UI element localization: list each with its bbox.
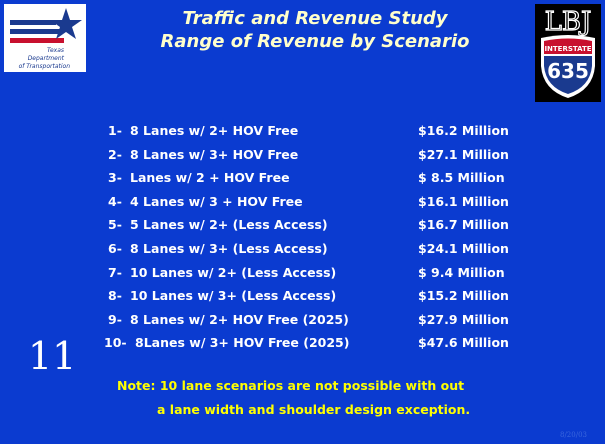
scenario-number: 4- <box>108 193 122 209</box>
note-line: a lane width and shoulder design excepti… <box>157 402 471 417</box>
scenario-revenue: $15.2 Million <box>418 288 509 304</box>
scenario-revenue: $ 9.4 Million <box>418 264 505 280</box>
scenario-number: 5- <box>108 217 122 233</box>
scenario-revenue: $27.1 Million <box>418 146 509 162</box>
shield-top <box>544 38 592 54</box>
logo-text: of Transportation <box>19 63 71 70</box>
scenario-number: 2- <box>108 146 122 162</box>
scenario-label: 8 Lanes w/ 2+ HOV Free (2025) <box>130 311 349 327</box>
scenario-revenue: $47.6 Million <box>418 335 509 351</box>
title-line: Traffic and Revenue Study <box>182 8 448 29</box>
scenario-label: 8Lanes w/ 3+ HOV Free (2025) <box>135 335 350 351</box>
scenario-number: 6- <box>108 241 122 256</box>
txdot-logo: Texas Department of Transportation <box>4 4 86 72</box>
scenario-label: 5 Lanes w/ 2+ (Less Access) <box>130 217 328 233</box>
scenario-revenue: $16.1 Million <box>418 193 509 209</box>
scenario-label: Lanes w/ 2 + HOV Free <box>130 170 290 186</box>
scenario-label: 8 Lanes w/ 2+ HOV Free <box>130 123 299 138</box>
logo-stripe <box>10 38 64 43</box>
scenario-label: 10 Lanes w/ 2+ (Less Access) <box>130 264 337 280</box>
scenario-number: 9- <box>108 311 122 327</box>
title-line: Range of Revenue by Scenario <box>160 31 470 52</box>
scenario-number: 7- <box>108 264 122 280</box>
scenario-revenue: $16.2 Million <box>418 123 509 138</box>
logo-star <box>50 8 82 39</box>
scenario-label: 10 Lanes w/ 3+ (Less Access) <box>130 288 337 304</box>
logo-text: Texas <box>47 47 64 54</box>
logo-stripe <box>10 20 56 25</box>
date: 8/20/03 <box>560 431 587 439</box>
logo-stripe <box>10 29 60 34</box>
scenario-number: 1- <box>108 123 122 138</box>
scenario-number: 10- <box>104 335 127 351</box>
scenario-number: 8- <box>108 288 122 304</box>
logo-number: 635 <box>547 59 589 83</box>
shield-bottom <box>544 56 592 94</box>
scenario-number: 3- <box>108 170 122 186</box>
logo-badge: INTERSTATE <box>544 45 591 53</box>
logo-name: LBJ <box>545 7 592 37</box>
scenario-label: 8 Lanes w/ 3+ (Less Access) <box>130 241 328 256</box>
note-line: Note: 10 lane scenarios are not possible… <box>117 378 465 393</box>
scenario-revenue: $27.9 Million <box>418 311 509 327</box>
scenario-revenue: $16.7 Million <box>418 217 509 233</box>
scenario-label: 4 Lanes w/ 3 + HOV Free <box>130 193 303 209</box>
lbj-logo: LBJ INTERSTATE 635 <box>535 4 601 102</box>
scenario-revenue: $ 8.5 Million <box>418 170 505 186</box>
logo-text: Department <box>28 55 65 62</box>
scenario-revenue: $24.1 Million <box>418 241 509 256</box>
scenario-label: 8 Lanes w/ 3+ HOV Free <box>130 146 299 162</box>
slide-number: 11 <box>28 334 77 378</box>
